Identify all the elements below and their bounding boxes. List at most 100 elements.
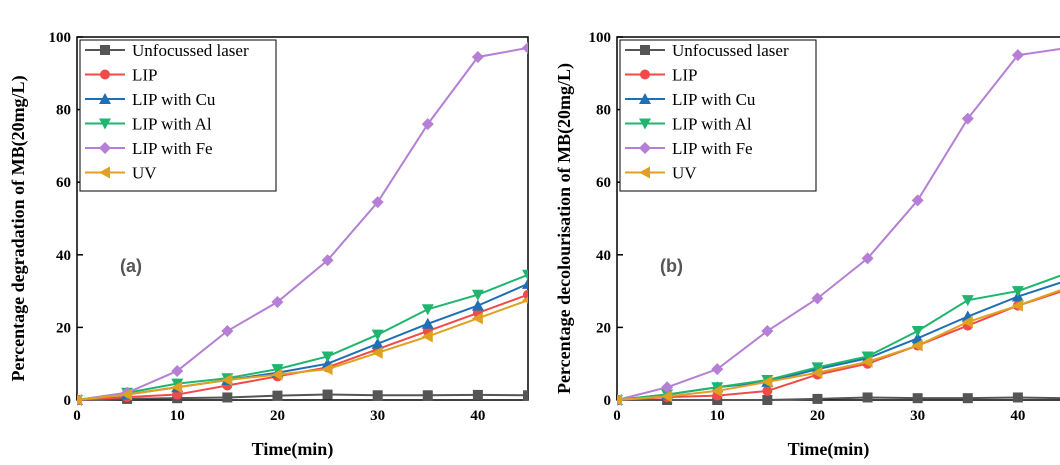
data-point (811, 292, 824, 305)
y-tick-label: 20 (56, 320, 71, 336)
legend: Unfocussed laser LIP LIP with Cu LIP with A… (619, 39, 817, 192)
data-point (1011, 286, 1024, 298)
y-tick-label: 100 (589, 30, 612, 46)
data-point (661, 381, 674, 394)
legend-entry: LIP with Al (672, 115, 752, 134)
series-line (77, 282, 528, 401)
data-point (472, 389, 483, 400)
data-point (422, 390, 433, 401)
data-point (171, 381, 183, 394)
data-point (812, 393, 823, 404)
data-point (322, 389, 333, 400)
legend-box (619, 39, 817, 192)
data-point (471, 50, 484, 63)
legend-entry: LIP with Al (132, 115, 212, 134)
y-tick-label: 80 (596, 103, 611, 119)
x-axis-label: Time(min) (252, 439, 334, 460)
series-line (77, 46, 528, 401)
series-line (617, 274, 1060, 401)
legend-entry: Unfocussed laser (672, 41, 789, 60)
data-point (617, 394, 622, 406)
y-tick-label: 40 (596, 248, 611, 264)
data-point (523, 390, 528, 401)
y-tick-label: 20 (596, 320, 611, 336)
data-point (522, 269, 528, 281)
data-point (522, 41, 528, 54)
x-tick-label: 0 (613, 408, 621, 424)
y-tick-label: 0 (64, 393, 72, 409)
data-point (471, 299, 484, 311)
data-point (961, 295, 974, 307)
x-tick-label: 30 (910, 408, 925, 424)
x-tick-label: 40 (470, 408, 485, 424)
data-point (861, 252, 874, 265)
x-tick-label: 20 (270, 408, 285, 424)
data-point (471, 289, 484, 301)
legend-marker (640, 45, 650, 55)
x-tick-label: 10 (710, 408, 725, 424)
y-axis-label: Percentage decolourisation of MB(20mg/L) (554, 63, 575, 394)
data-point (711, 384, 723, 397)
data-point (1012, 392, 1023, 403)
legend-marker (640, 69, 650, 80)
x-tick-label: 0 (73, 408, 81, 424)
data-point (912, 393, 923, 404)
legend-marker (99, 166, 110, 179)
chart-panel-a: 0 10 20 30 40 0 20 40 60 80 100 Time(min) Percentage… (8, 30, 529, 460)
data-point (911, 332, 924, 344)
data-point (911, 326, 924, 338)
legend-entry: LIP with Fe (672, 139, 753, 158)
data-point (961, 112, 974, 125)
legend-entry: Unfocussed laser (132, 41, 249, 60)
data-point (911, 339, 923, 352)
data-point (271, 368, 283, 381)
plot-frame (76, 36, 529, 401)
legend-marker (639, 93, 651, 104)
data-point (371, 329, 384, 341)
data-point (471, 312, 483, 325)
y-tick-label: 60 (596, 175, 611, 191)
data-point (271, 364, 284, 376)
data-point (522, 277, 528, 289)
series-line (617, 396, 1060, 401)
data-point (221, 325, 234, 338)
data-point (861, 355, 873, 368)
data-point (962, 393, 973, 404)
series-line (77, 393, 528, 401)
legend-entry: LIP with Fe (132, 139, 213, 158)
data-point (861, 351, 874, 363)
legend-entry: LIP with Cu (672, 90, 756, 109)
data-point (372, 390, 383, 401)
data-point (1011, 49, 1024, 62)
legend-entry: LIP with Cu (132, 90, 216, 109)
x-tick-label: 30 (370, 408, 385, 424)
data-point (371, 346, 383, 359)
panel-label: (a) (120, 256, 142, 276)
y-tick-label: 40 (56, 248, 71, 264)
y-tick-label: 60 (56, 175, 71, 191)
legend-marker (639, 166, 650, 179)
data-point (711, 363, 724, 376)
legend-marker (100, 45, 110, 55)
plot-frame (616, 36, 1060, 401)
x-tick-label: 20 (810, 408, 825, 424)
data-point (811, 366, 823, 379)
x-axis-label: Time(min) (788, 439, 870, 460)
data-point (271, 295, 284, 308)
series-line (617, 48, 1060, 401)
legend-entry: LIP (132, 66, 158, 85)
data-point (911, 194, 924, 207)
legend-marker (99, 142, 111, 154)
y-tick-label: 100 (49, 30, 72, 46)
data-point (761, 325, 774, 338)
legend: Unfocussed laser LIP LIP with Cu LIP with A… (79, 39, 277, 192)
data-point (762, 395, 773, 405)
y-tick-label: 80 (56, 103, 71, 119)
data-point (522, 296, 528, 304)
data-point (371, 337, 384, 349)
series-line (617, 290, 1060, 401)
data-point (862, 392, 873, 403)
data-point (523, 289, 528, 300)
x-tick-label: 10 (170, 408, 185, 424)
